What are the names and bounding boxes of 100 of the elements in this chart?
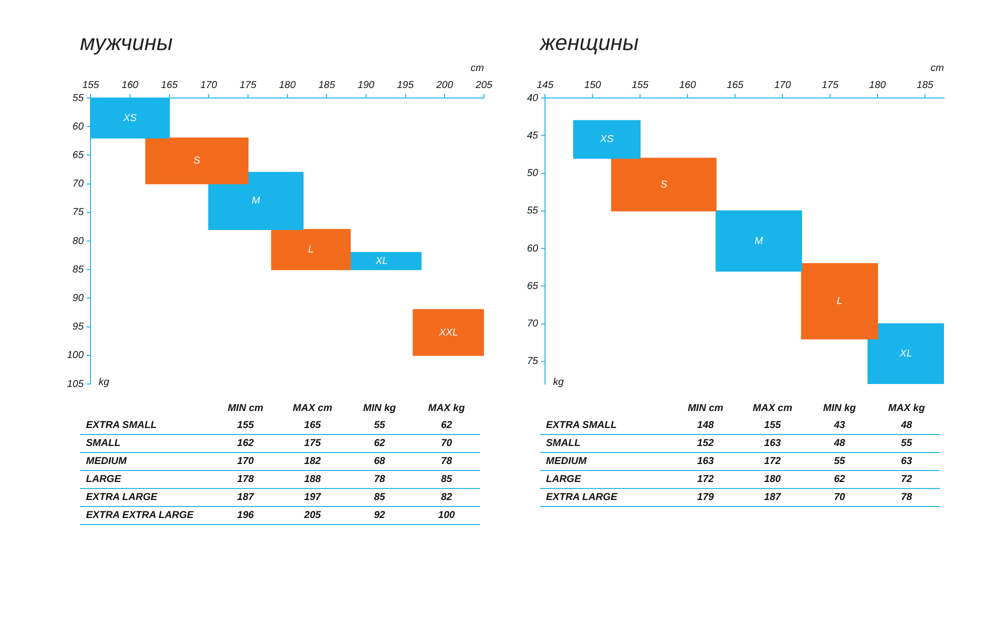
y-tick-label: 85	[72, 264, 84, 276]
x-tick-label: 180	[869, 80, 886, 91]
x-tick-label: 175	[240, 80, 257, 91]
text: 55	[346, 417, 413, 434]
text: 68	[346, 452, 413, 470]
text: 62	[413, 417, 480, 434]
text: 63	[873, 452, 940, 470]
text: MIN kg	[362, 402, 397, 416]
y-tick-label: 80	[72, 236, 84, 247]
text: 175	[279, 434, 346, 452]
text: EXTRA SMALL	[540, 417, 672, 434]
y-tick-label: 65	[527, 280, 539, 292]
text: MEDIUM	[80, 452, 212, 470]
text: 172	[739, 452, 806, 470]
text: 48	[806, 434, 873, 452]
series-label: L	[836, 296, 842, 307]
y-tick-label: 55	[72, 92, 84, 104]
text: EXTRA EXTRA LARGE	[80, 506, 212, 524]
y-tick-label: 70	[527, 318, 539, 330]
text: 182	[279, 452, 346, 470]
text: 70	[806, 488, 873, 506]
text: 187	[212, 488, 279, 506]
text: 78	[873, 488, 940, 506]
text: 188	[279, 470, 346, 488]
x-tick-label: 205	[474, 80, 493, 91]
text: MEDIUM	[540, 452, 672, 470]
x-tick-label: 200	[435, 80, 454, 91]
series-label: S	[194, 156, 201, 167]
text: MAX kg	[427, 402, 466, 416]
text: 172	[672, 470, 739, 488]
text: 70	[413, 434, 480, 452]
text: MAX kg	[887, 402, 926, 416]
series-label: XS	[599, 134, 614, 146]
y-axis-title: kg	[553, 376, 564, 388]
x-tick-label: 145	[536, 80, 554, 91]
y-tick-label: 60	[527, 243, 539, 254]
text: 92	[346, 506, 413, 524]
series-label: M	[754, 236, 764, 247]
x-tick-label: 160	[679, 80, 696, 91]
text: LARGE	[540, 470, 672, 488]
text: 55	[873, 434, 940, 452]
series-label: XL	[898, 348, 912, 360]
text: 179	[672, 488, 739, 506]
text: 152	[672, 434, 739, 452]
y-tick-label: 50	[527, 168, 539, 180]
text: 62	[806, 470, 873, 488]
text: 43	[806, 417, 873, 434]
text: 82	[413, 488, 480, 506]
series-label: XS	[122, 112, 138, 124]
chart-title: женщины	[540, 30, 640, 56]
y-tick-label: 45	[527, 130, 539, 142]
text: 55	[806, 452, 873, 470]
text: EXTRA LARGE	[80, 488, 212, 506]
text: 62	[346, 434, 413, 452]
text: SMALL	[540, 434, 672, 452]
x-axis-title: cm	[470, 62, 484, 74]
x-tick-label: 180	[279, 80, 296, 91]
x-tick-label: 170	[200, 80, 218, 91]
text: EXTRA LARGE	[540, 488, 672, 506]
text: 165	[279, 417, 346, 434]
text: 196	[212, 506, 279, 524]
text: 163	[739, 434, 806, 452]
x-tick-label: 155	[82, 80, 100, 91]
text: 72	[873, 470, 940, 488]
text: MIN kg	[822, 402, 857, 416]
x-tick-label: 185	[318, 80, 336, 91]
y-tick-label: 40	[527, 92, 539, 104]
y-tick-label: 55	[527, 206, 539, 217]
text: MAX cm	[292, 402, 334, 416]
x-tick-label: 170	[774, 80, 792, 91]
series-label: S	[660, 179, 668, 190]
text: 178	[212, 470, 279, 488]
y-tick-label: 70	[72, 178, 84, 190]
y-tick-label: 75	[527, 356, 539, 368]
y-tick-label: 65	[72, 150, 84, 161]
x-tick-label: 175	[822, 80, 839, 91]
text: 205	[279, 506, 346, 524]
series-label: M	[252, 196, 261, 207]
x-tick-label: 160	[122, 80, 139, 91]
y-tick-label: 90	[72, 292, 84, 304]
y-tick-label: 75	[72, 207, 84, 218]
text: 148	[672, 417, 739, 434]
text: 162	[212, 434, 279, 452]
x-axis-title: cm	[930, 62, 944, 74]
x-tick-label: 150	[584, 80, 602, 91]
text: 85	[346, 488, 413, 506]
text: 100	[413, 506, 480, 524]
text: EXTRA SMALL	[80, 417, 212, 434]
series-label: XL	[374, 256, 388, 267]
text: SMALL	[80, 434, 212, 452]
text: 78	[346, 470, 413, 488]
text: 197	[279, 488, 346, 506]
text: MIN cm	[226, 402, 264, 416]
y-tick-label: 95	[72, 322, 84, 333]
text: 187	[739, 488, 806, 506]
text: 48	[873, 417, 940, 434]
x-tick-label: 155	[632, 80, 649, 91]
chart-title: мужчины	[80, 30, 174, 56]
x-tick-label: 185	[916, 80, 934, 91]
text: LARGE	[80, 470, 212, 488]
